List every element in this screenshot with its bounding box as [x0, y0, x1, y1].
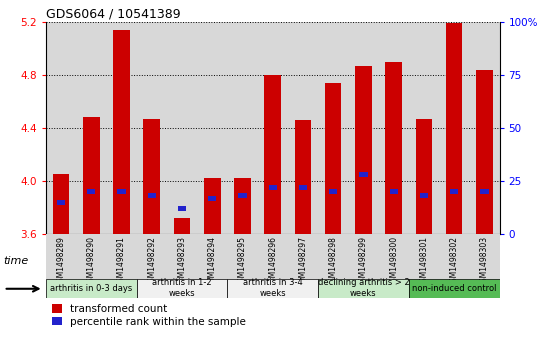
Bar	[288, 22, 318, 234]
Bar	[46, 22, 76, 234]
Bar	[379, 234, 409, 298]
FancyBboxPatch shape	[409, 279, 500, 298]
Bar	[348, 234, 379, 298]
FancyBboxPatch shape	[318, 279, 409, 298]
Bar	[113, 30, 130, 234]
Bar	[137, 234, 167, 298]
Text: GSM1498303: GSM1498303	[480, 236, 489, 287]
Bar	[265, 75, 281, 234]
Bar	[379, 22, 409, 234]
Bar	[76, 234, 106, 298]
Bar	[53, 174, 69, 234]
Text: arthritis in 1-2
weeks: arthritis in 1-2 weeks	[152, 278, 212, 298]
Bar	[386, 62, 402, 234]
Bar	[450, 189, 458, 194]
Text: GSM1498296: GSM1498296	[268, 236, 277, 287]
Bar	[318, 234, 348, 298]
Text: GSM1498295: GSM1498295	[238, 236, 247, 287]
Text: GDS6064 / 10541389: GDS6064 / 10541389	[46, 8, 180, 21]
Text: GSM1498297: GSM1498297	[299, 236, 307, 287]
Bar	[288, 234, 318, 298]
Bar	[469, 22, 500, 234]
Bar	[227, 234, 258, 298]
Bar	[208, 196, 217, 200]
Bar	[299, 185, 307, 190]
Bar	[76, 22, 106, 234]
FancyBboxPatch shape	[46, 279, 137, 298]
Text: GSM1498293: GSM1498293	[178, 236, 186, 287]
Bar	[439, 22, 469, 234]
Bar	[83, 117, 99, 234]
Bar	[325, 83, 341, 234]
Bar	[178, 206, 186, 211]
Text: GSM1498294: GSM1498294	[208, 236, 217, 287]
Bar	[416, 119, 432, 234]
Bar	[227, 22, 258, 234]
Bar	[174, 218, 190, 234]
Bar	[355, 66, 372, 234]
Bar	[329, 189, 338, 194]
Bar	[476, 70, 492, 234]
Text: declining arthritis > 2
weeks: declining arthritis > 2 weeks	[318, 278, 409, 298]
Bar	[144, 119, 160, 234]
Text: GSM1498300: GSM1498300	[389, 236, 398, 287]
Text: GSM1498301: GSM1498301	[420, 236, 428, 287]
Bar	[46, 234, 76, 298]
Bar	[348, 22, 379, 234]
Bar	[238, 193, 247, 199]
FancyBboxPatch shape	[137, 279, 227, 298]
Bar	[446, 23, 462, 234]
Legend: transformed count, percentile rank within the sample: transformed count, percentile rank withi…	[51, 303, 247, 327]
Bar	[167, 22, 197, 234]
Bar	[57, 200, 65, 205]
Bar	[318, 22, 348, 234]
Bar	[117, 189, 126, 194]
Bar	[258, 234, 288, 298]
Bar	[167, 234, 197, 298]
Bar	[469, 234, 500, 298]
Bar	[480, 189, 489, 194]
Bar	[295, 120, 311, 234]
Text: GSM1498302: GSM1498302	[450, 236, 458, 287]
Bar	[439, 234, 469, 298]
Text: GSM1498298: GSM1498298	[329, 236, 338, 287]
Bar	[87, 189, 96, 194]
Text: arthritis in 3-4
weeks: arthritis in 3-4 weeks	[243, 278, 302, 298]
Bar	[268, 185, 277, 190]
Bar	[258, 22, 288, 234]
Bar	[389, 189, 398, 194]
Text: GSM1498291: GSM1498291	[117, 236, 126, 287]
Bar	[204, 178, 220, 234]
Bar	[409, 22, 439, 234]
Text: GSM1498290: GSM1498290	[87, 236, 96, 287]
Bar	[409, 234, 439, 298]
Text: GSM1498299: GSM1498299	[359, 236, 368, 287]
Bar	[420, 193, 428, 199]
Bar	[137, 22, 167, 234]
Text: arthritis in 0-3 days: arthritis in 0-3 days	[50, 284, 132, 293]
Text: non-induced control: non-induced control	[412, 284, 496, 293]
Bar	[197, 22, 227, 234]
Bar	[106, 234, 137, 298]
FancyBboxPatch shape	[227, 279, 318, 298]
Bar	[359, 172, 368, 177]
Bar	[234, 178, 251, 234]
Text: time: time	[4, 256, 29, 266]
Bar	[147, 193, 156, 199]
Text: GSM1498289: GSM1498289	[57, 236, 65, 287]
Bar	[197, 234, 227, 298]
Bar	[106, 22, 137, 234]
Text: GSM1498292: GSM1498292	[147, 236, 156, 287]
